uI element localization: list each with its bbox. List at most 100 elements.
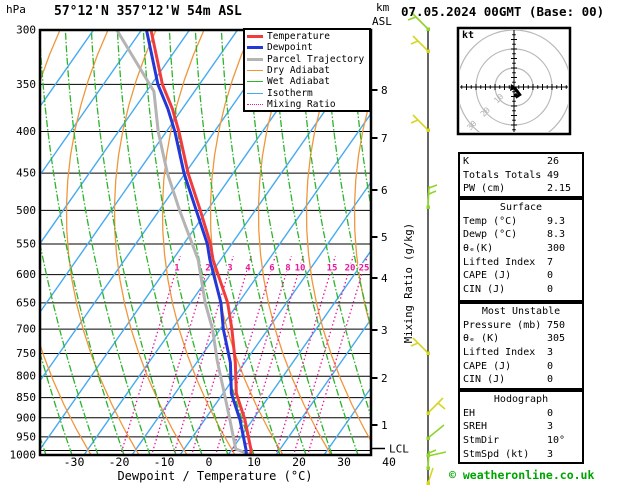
svg-text:350: 350 xyxy=(16,78,36,91)
indices-table: K 26 Totals Totals 49 PW (cm) 2.15 xyxy=(458,152,584,198)
table-row: StmSpd (kt) 3 xyxy=(463,448,579,462)
svg-text:20: 20 xyxy=(345,264,356,274)
most-unstable-table: Most Unstable Pressure (mb) 750 θₑ (K) 305 Li… xyxy=(458,302,584,390)
svg-text:800: 800 xyxy=(16,370,36,383)
svg-text:7: 7 xyxy=(381,132,388,145)
row-label: θₑ(K) xyxy=(463,243,494,255)
svg-text:6: 6 xyxy=(269,264,274,274)
svg-text:450: 450 xyxy=(16,167,36,180)
svg-text:10: 10 xyxy=(247,455,261,469)
wind-barb xyxy=(426,467,434,485)
row-value: 26 xyxy=(547,156,560,167)
row-value: 49 xyxy=(547,169,560,181)
svg-text:400: 400 xyxy=(16,125,36,138)
wind-barb xyxy=(410,35,430,53)
row-value: 8.3 xyxy=(547,229,566,241)
row-value: 0 xyxy=(547,284,554,296)
hodograph-trace xyxy=(512,86,522,99)
svg-text:300: 300 xyxy=(16,24,36,37)
table-title: Hodograph xyxy=(493,394,549,405)
row-label: CIN (J) xyxy=(463,284,506,296)
lcl-marker: LCL xyxy=(372,443,409,456)
row-label: PW (cm) xyxy=(463,183,506,195)
hodograph-storm-motion-arrow xyxy=(510,84,517,91)
table-row: K 26 xyxy=(463,155,579,169)
svg-text:900: 900 xyxy=(16,411,36,424)
row-label: StmSpd (kt) xyxy=(463,448,530,460)
table-row: Dewp (°C) 8.3 xyxy=(463,228,579,242)
legend-item: Isotherm xyxy=(247,87,367,99)
table-title: Most Unstable xyxy=(481,306,561,317)
row-label: Totals Totals xyxy=(463,169,542,181)
table-row: CAPE (J) 0 xyxy=(463,360,579,374)
parcel-trajectory-curve xyxy=(115,31,252,454)
row-label: StmDir xyxy=(463,435,500,447)
legend-label: Isotherm xyxy=(267,87,313,99)
table-row: θₑ (K) 305 xyxy=(463,332,579,346)
wind-barb xyxy=(426,449,437,470)
row-value: 300 xyxy=(547,243,566,255)
legend-swatch-wet-adiabat xyxy=(247,81,263,83)
plot-border xyxy=(38,28,373,457)
svg-text:20: 20 xyxy=(292,455,306,469)
svg-text:8: 8 xyxy=(285,264,290,274)
svg-text:4: 4 xyxy=(245,264,251,274)
svg-text:30: 30 xyxy=(337,455,351,469)
wind-barb xyxy=(426,397,446,415)
row-value: 0 xyxy=(547,270,554,282)
legend-swatch-dry-adiabat xyxy=(247,70,263,72)
svg-text:15: 15 xyxy=(327,264,338,274)
wind-barb xyxy=(426,184,438,209)
svg-text:750: 750 xyxy=(16,347,36,360)
row-value: 7 xyxy=(547,256,554,268)
svg-text:8: 8 xyxy=(381,84,388,97)
mixing-ratio-value-labels: 1 2 3 4 6 8 10 15 20 25 xyxy=(173,262,371,275)
svg-text:3: 3 xyxy=(381,324,388,337)
svg-text:LCL: LCL xyxy=(389,443,409,456)
row-value: 0 xyxy=(547,360,554,372)
svg-text:25: 25 xyxy=(359,264,370,274)
legend-item: Mixing Ratio xyxy=(247,99,367,110)
legend-swatch-mixing-ratio xyxy=(247,103,263,105)
legend-item: Dewpoint xyxy=(247,42,367,53)
row-label: EH xyxy=(463,407,476,419)
row-value: 10° xyxy=(547,435,566,447)
table-title: Surface xyxy=(499,202,543,213)
row-value: 2.15 xyxy=(547,183,572,195)
legend-item: Wet Adiabat xyxy=(247,76,367,87)
table-row: PW (cm) 2.15 xyxy=(463,182,579,196)
legend-swatch-parcel-trajectory xyxy=(247,57,263,61)
row-label: CAPE (J) xyxy=(463,360,512,372)
row-label: Lifted Index xyxy=(463,347,536,359)
table-row: SREH 3 xyxy=(463,420,579,434)
legend-label: Parcel Trajectory xyxy=(267,53,365,65)
temperature-curve xyxy=(149,31,253,454)
svg-text:6: 6 xyxy=(381,184,388,197)
x-axis-title: Dewpoint / Temperature (°C) xyxy=(117,469,312,483)
row-label: Temp (°C) xyxy=(463,215,518,227)
wind-barb xyxy=(410,337,430,355)
svg-text:2: 2 xyxy=(381,372,388,385)
wind-barb xyxy=(426,424,445,440)
km-axis-unit-label: km xyxy=(376,1,390,14)
valid-datetime-label: 07.05.2024 00GMT (Base: 00) xyxy=(401,4,605,19)
svg-text:500: 500 xyxy=(16,204,36,217)
svg-text:950: 950 xyxy=(16,430,36,443)
svg-text:4: 4 xyxy=(381,272,388,285)
svg-text:1000: 1000 xyxy=(10,449,37,462)
svg-text:5: 5 xyxy=(381,231,388,244)
row-label: CAPE (J) xyxy=(463,270,512,282)
km-asl-axis: 8 7 6 5 4 3 2 1 xyxy=(371,84,388,432)
table-row: Lifted Index 3 xyxy=(463,346,579,360)
row-value: 305 xyxy=(547,333,566,345)
svg-text:650: 650 xyxy=(16,296,36,309)
svg-text:1: 1 xyxy=(174,264,179,274)
pressure-unit-label: hPa xyxy=(6,3,26,16)
row-label: K xyxy=(463,156,470,167)
row-label: Dewp (°C) xyxy=(463,229,518,241)
table-row: Pressure (mb) 750 xyxy=(463,319,579,333)
legend: Temperature Dewpoint Parcel Trajectory Dry … xyxy=(243,28,371,112)
svg-text:0: 0 xyxy=(206,455,213,469)
